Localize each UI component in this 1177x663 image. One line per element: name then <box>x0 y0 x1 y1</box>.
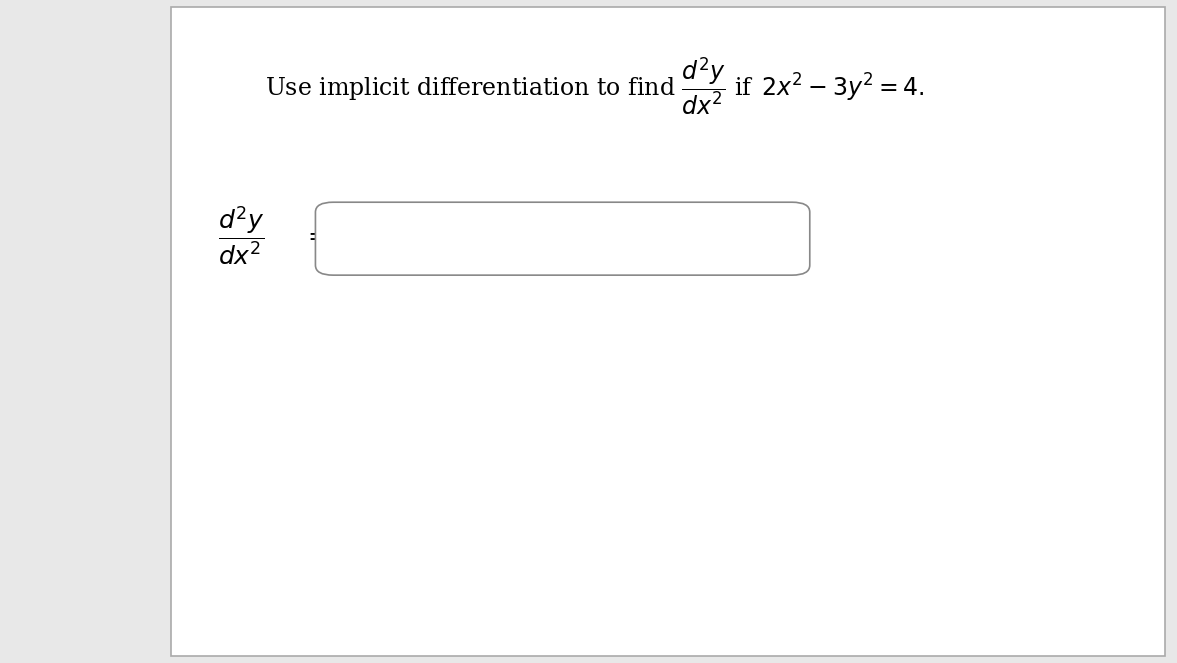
Text: Use implicit differentiation to find $\dfrac{d^2y}{dx^2}$ if $\, 2x^2 - 3y^2 = 4: Use implicit differentiation to find $\d… <box>265 55 924 117</box>
FancyBboxPatch shape <box>171 7 1165 656</box>
FancyBboxPatch shape <box>315 202 810 275</box>
Text: $=$: $=$ <box>302 224 328 247</box>
Text: $\dfrac{d^2y}{dx^2}$: $\dfrac{d^2y}{dx^2}$ <box>218 204 265 267</box>
